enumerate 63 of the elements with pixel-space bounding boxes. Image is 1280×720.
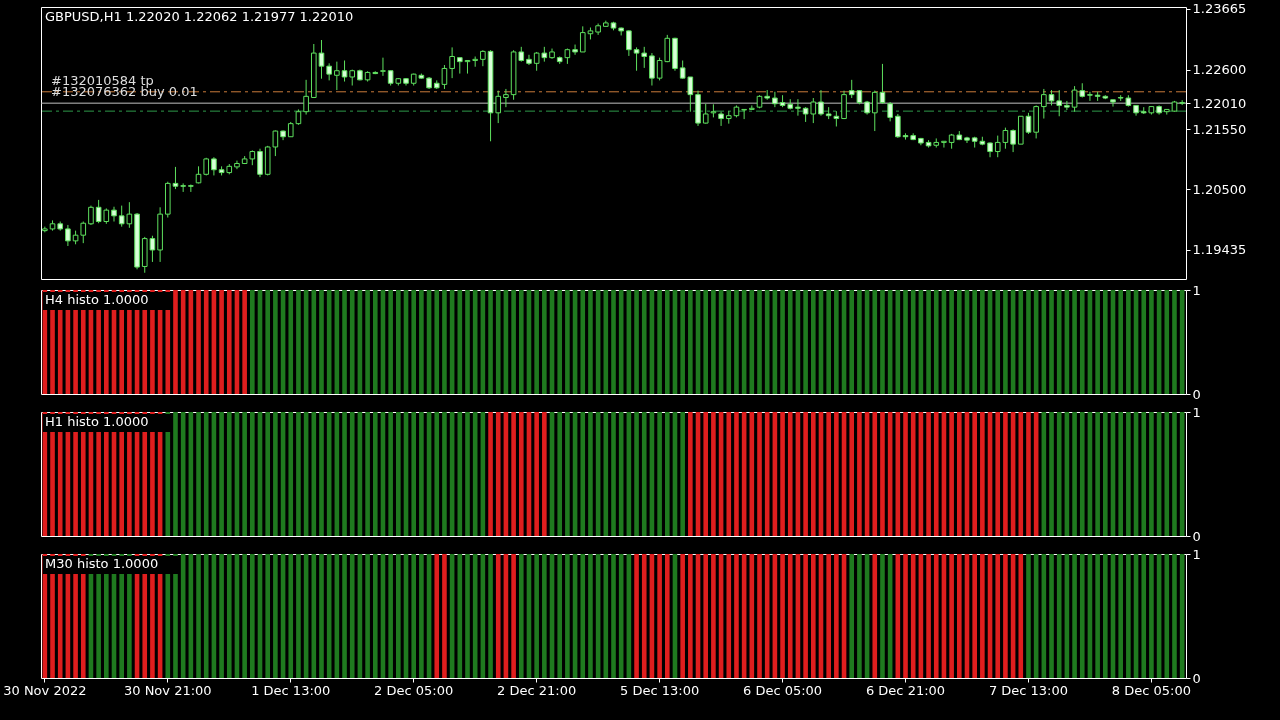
candlestick: [1056, 89, 1063, 117]
candlestick: [1010, 128, 1016, 153]
x-tick-label: 1 Dec 13:00: [251, 682, 331, 698]
candlestick: [795, 98, 801, 117]
y-tick-label: 1: [1192, 404, 1201, 420]
candlestick: [464, 59, 471, 75]
y-tick-label: 1.19435: [1192, 242, 1247, 258]
candlestick: [380, 57, 386, 77]
y-tick-label: 1.23665: [1192, 1, 1247, 17]
candlestick: [718, 111, 724, 127]
candlestick: [1110, 99, 1116, 108]
y-tick-label: 1: [1192, 546, 1201, 562]
candlestick: [526, 54, 532, 66]
candlestick: [1041, 88, 1047, 120]
y-tick-label: 1.21550: [1192, 121, 1247, 137]
candlestick: [941, 140, 947, 149]
chart-title: M30 histo 1.0000: [45, 556, 159, 571]
candlestick: [503, 88, 509, 108]
candlestick: [65, 224, 71, 247]
candlestick: [303, 79, 309, 116]
y-tick-label: 1.20500: [1192, 181, 1247, 197]
candlestick: [772, 91, 778, 108]
candlestick: [1064, 100, 1070, 111]
candlestick: [741, 108, 747, 120]
candlestick: [318, 39, 325, 80]
y-tick-label: 1: [1192, 282, 1201, 298]
x-tick-label: 6 Dec 05:00: [742, 682, 823, 698]
candlestick: [172, 166, 179, 190]
candlestick: [818, 89, 824, 117]
candlestick: [895, 113, 901, 139]
candlestick: [702, 103, 709, 125]
candlestick: [871, 90, 878, 132]
y-tick-label: 1.22010: [1192, 95, 1247, 111]
x-tick-label: 8 Dec 05:00: [1111, 682, 1191, 698]
candlestick: [211, 156, 217, 176]
y-tick-label: 0: [1192, 386, 1201, 402]
candlestick: [1087, 91, 1093, 102]
candlestick: [334, 61, 340, 91]
candlestick: [111, 206, 117, 223]
chart-title: GBPUSD,H1 1.22020 1.22062 1.21977 1.22010: [45, 9, 354, 24]
y-tick-label: 0: [1192, 528, 1201, 544]
candlestick: [257, 148, 263, 178]
x-tick-label: 2 Dec 21:00: [497, 682, 577, 698]
x-tick-label: 5 Dec 13:00: [620, 682, 700, 698]
candlestick: [1025, 112, 1032, 135]
x-tick-label: 30 Nov 2022: [3, 682, 87, 698]
candlestick: [887, 101, 893, 122]
candlestick: [649, 52, 655, 87]
candlestick: [841, 90, 847, 120]
candlestick: [572, 44, 578, 56]
candlestick: [88, 205, 94, 226]
chart-title: H1 histo 1.0000: [45, 414, 149, 429]
x-tick-label: 2 Dec 05:00: [374, 682, 454, 698]
ref-line-label: #132010584 tp: [51, 72, 154, 88]
candlestick: [449, 46, 455, 79]
chart-title: H4 histo 1.0000: [45, 292, 149, 307]
candlestick: [626, 29, 632, 57]
x-tick-label: 30 Nov 21:00: [123, 682, 212, 698]
x-tick-label: 6 Dec 21:00: [865, 682, 946, 698]
x-tick-label: 7 Dec 13:00: [988, 682, 1069, 698]
y-tick-label: 1.22600: [1192, 62, 1247, 78]
candlestick: [341, 59, 348, 83]
y-tick-label: 0: [1192, 670, 1201, 686]
